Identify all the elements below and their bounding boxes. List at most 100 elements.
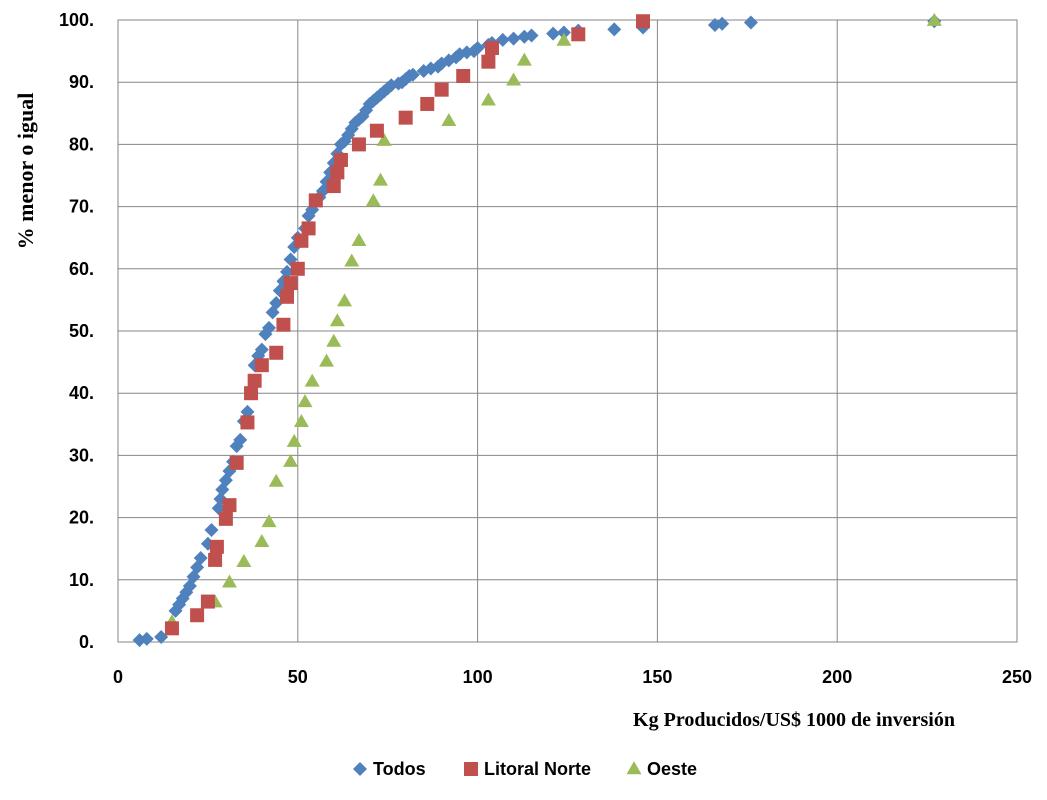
y-tick-label: 20. — [69, 508, 94, 528]
point-litoral-norte — [276, 317, 291, 332]
point-oeste — [329, 313, 345, 327]
y-tick-label: 100. — [59, 10, 94, 30]
point-litoral-norte — [269, 345, 284, 360]
legend-label-litoral-norte: Litoral Norte — [484, 759, 591, 779]
point-todos — [743, 15, 758, 30]
point-litoral-norte — [164, 621, 179, 636]
point-litoral-norte — [369, 123, 384, 138]
y-axis-title: % menor o igual — [13, 93, 38, 250]
x-tick-label: 150 — [642, 667, 672, 687]
point-litoral-norte — [254, 358, 269, 373]
point-oeste — [376, 132, 392, 146]
point-litoral-norte — [240, 415, 255, 430]
point-todos — [405, 67, 420, 82]
legend-marker-litoral-norte — [464, 762, 478, 776]
point-oeste — [337, 293, 353, 307]
point-litoral-norte — [330, 165, 345, 180]
axis-tick-labels: 0 50 100 150 200 250 0. 10. 20. 30. 40. 50. 60. 70. 80… — [59, 10, 1032, 687]
y-tick-label: 0. — [79, 632, 94, 652]
point-oeste — [480, 92, 496, 106]
y-tick-label: 10. — [69, 570, 94, 590]
point-litoral-norte — [351, 137, 366, 152]
point-todos — [715, 16, 730, 31]
point-todos — [556, 25, 571, 40]
y-tick-label: 40. — [69, 383, 94, 403]
x-tick-label: 250 — [1002, 667, 1032, 687]
point-litoral-norte — [333, 152, 348, 167]
point-oeste — [286, 433, 302, 447]
x-tick-label: 50 — [288, 667, 308, 687]
point-litoral-norte — [222, 498, 237, 513]
point-todos — [517, 29, 532, 44]
legend-marker-oeste — [626, 761, 642, 775]
point-todos — [262, 320, 277, 335]
point-todos — [154, 630, 169, 645]
point-oeste — [297, 394, 313, 408]
point-todos — [139, 631, 154, 646]
point-oeste — [373, 172, 389, 186]
point-litoral-norte — [420, 96, 435, 111]
point-todos — [247, 358, 262, 373]
legend-marker-todos — [353, 762, 367, 776]
point-oeste — [268, 473, 284, 487]
x-axis-title: Kg Producidos/US$ 1000 de inversión — [633, 709, 955, 731]
point-oeste — [293, 414, 309, 428]
point-todos — [204, 523, 219, 538]
point-oeste — [319, 353, 335, 367]
y-tick-label: 60. — [69, 259, 94, 279]
point-todos — [506, 31, 521, 46]
data-series — [132, 12, 942, 648]
point-oeste — [506, 72, 522, 86]
y-tick-label: 70. — [69, 197, 94, 217]
point-litoral-norte — [280, 289, 295, 304]
point-todos — [546, 26, 561, 41]
point-oeste — [304, 373, 320, 387]
x-tick-label: 100 — [463, 667, 493, 687]
point-litoral-norte — [434, 82, 449, 97]
y-tick-label: 50. — [69, 321, 94, 341]
point-oeste — [441, 112, 457, 126]
point-todos — [254, 342, 269, 357]
point-oeste — [344, 253, 360, 267]
point-litoral-norte — [481, 54, 496, 69]
y-tick-label: 90. — [69, 72, 94, 92]
point-oeste — [236, 553, 252, 567]
legend-label-todos: Todos — [373, 759, 426, 779]
point-todos — [495, 32, 510, 47]
point-litoral-norte — [209, 539, 224, 554]
x-tick-label: 200 — [822, 667, 852, 687]
legend-label-oeste: Oeste — [647, 759, 697, 779]
point-todos — [280, 264, 295, 279]
point-oeste — [351, 233, 367, 247]
point-litoral-norte — [200, 594, 215, 609]
point-litoral-norte — [244, 386, 259, 401]
point-todos — [470, 40, 485, 55]
point-litoral-norte — [636, 14, 651, 29]
point-litoral-norte — [484, 40, 499, 55]
point-litoral-norte — [398, 110, 413, 125]
point-oeste — [926, 12, 942, 26]
point-litoral-norte — [326, 179, 341, 194]
point-litoral-norte — [308, 193, 323, 208]
plot-area-frame — [117, 19, 1018, 643]
point-litoral-norte — [218, 511, 233, 526]
point-todos — [193, 551, 208, 566]
point-litoral-norte — [283, 276, 298, 291]
point-oeste — [365, 193, 381, 207]
point-todos — [233, 432, 248, 447]
point-todos — [344, 121, 359, 136]
point-litoral-norte — [247, 373, 262, 388]
point-todos — [240, 404, 255, 419]
y-tick-label: 30. — [69, 445, 94, 465]
gridlines — [118, 20, 1017, 642]
point-litoral-norte — [229, 455, 244, 470]
point-litoral-norte — [301, 221, 316, 236]
point-todos — [607, 22, 622, 37]
point-litoral-norte — [208, 552, 223, 567]
point-litoral-norte — [571, 27, 586, 42]
point-oeste — [556, 32, 572, 46]
point-oeste — [283, 453, 299, 467]
point-oeste — [254, 534, 270, 548]
